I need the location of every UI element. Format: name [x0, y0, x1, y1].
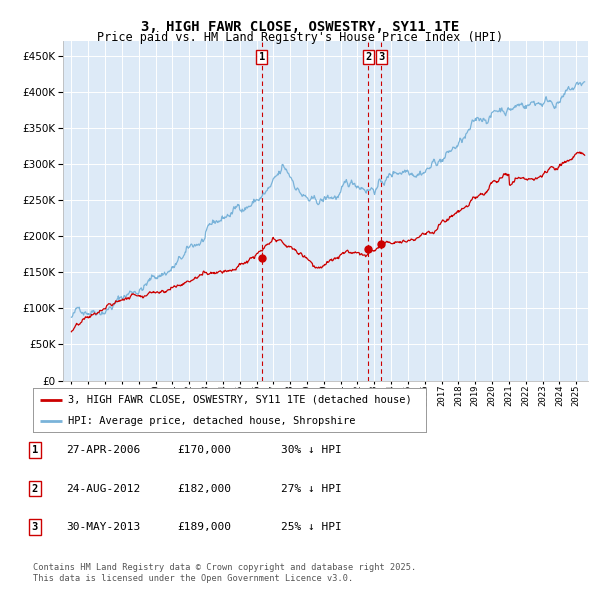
Text: 3: 3 [378, 52, 385, 62]
Text: 3: 3 [32, 522, 38, 532]
Text: £170,000: £170,000 [177, 445, 231, 455]
Text: 30% ↓ HPI: 30% ↓ HPI [281, 445, 341, 455]
Text: This data is licensed under the Open Government Licence v3.0.: This data is licensed under the Open Gov… [33, 574, 353, 583]
Text: 25% ↓ HPI: 25% ↓ HPI [281, 522, 341, 532]
Text: Contains HM Land Registry data © Crown copyright and database right 2025.: Contains HM Land Registry data © Crown c… [33, 563, 416, 572]
Text: 24-AUG-2012: 24-AUG-2012 [66, 484, 140, 493]
Text: Price paid vs. HM Land Registry's House Price Index (HPI): Price paid vs. HM Land Registry's House … [97, 31, 503, 44]
Text: 30-MAY-2013: 30-MAY-2013 [66, 522, 140, 532]
Text: 3, HIGH FAWR CLOSE, OSWESTRY, SY11 1TE (detached house): 3, HIGH FAWR CLOSE, OSWESTRY, SY11 1TE (… [68, 395, 412, 405]
Text: 2: 2 [365, 52, 371, 62]
Text: 2: 2 [32, 484, 38, 493]
Text: 27% ↓ HPI: 27% ↓ HPI [281, 484, 341, 493]
Text: HPI: Average price, detached house, Shropshire: HPI: Average price, detached house, Shro… [68, 416, 356, 426]
Text: £182,000: £182,000 [177, 484, 231, 493]
Text: £189,000: £189,000 [177, 522, 231, 532]
Text: 1: 1 [259, 52, 265, 62]
Text: 3, HIGH FAWR CLOSE, OSWESTRY, SY11 1TE: 3, HIGH FAWR CLOSE, OSWESTRY, SY11 1TE [141, 20, 459, 34]
Text: 27-APR-2006: 27-APR-2006 [66, 445, 140, 455]
Text: 1: 1 [32, 445, 38, 455]
